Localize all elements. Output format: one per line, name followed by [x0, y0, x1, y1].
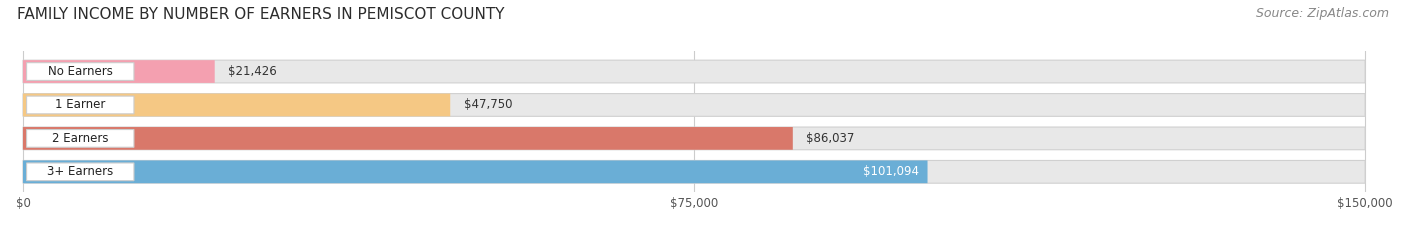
FancyBboxPatch shape: [22, 161, 928, 183]
FancyBboxPatch shape: [22, 94, 450, 116]
FancyBboxPatch shape: [22, 127, 793, 150]
Text: $21,426: $21,426: [228, 65, 277, 78]
FancyBboxPatch shape: [27, 63, 134, 80]
Text: 3+ Earners: 3+ Earners: [48, 165, 114, 178]
FancyBboxPatch shape: [27, 130, 134, 147]
FancyBboxPatch shape: [27, 163, 134, 181]
FancyBboxPatch shape: [22, 127, 1365, 150]
FancyBboxPatch shape: [22, 60, 1365, 83]
Text: Source: ZipAtlas.com: Source: ZipAtlas.com: [1256, 7, 1389, 20]
Text: FAMILY INCOME BY NUMBER OF EARNERS IN PEMISCOT COUNTY: FAMILY INCOME BY NUMBER OF EARNERS IN PE…: [17, 7, 505, 22]
Text: 2 Earners: 2 Earners: [52, 132, 108, 145]
Text: $47,750: $47,750: [464, 99, 512, 111]
FancyBboxPatch shape: [22, 161, 1365, 183]
Text: $86,037: $86,037: [806, 132, 855, 145]
Text: 1 Earner: 1 Earner: [55, 99, 105, 111]
Text: $101,094: $101,094: [862, 165, 918, 178]
FancyBboxPatch shape: [27, 96, 134, 114]
FancyBboxPatch shape: [22, 60, 215, 83]
Text: No Earners: No Earners: [48, 65, 112, 78]
FancyBboxPatch shape: [22, 94, 1365, 116]
